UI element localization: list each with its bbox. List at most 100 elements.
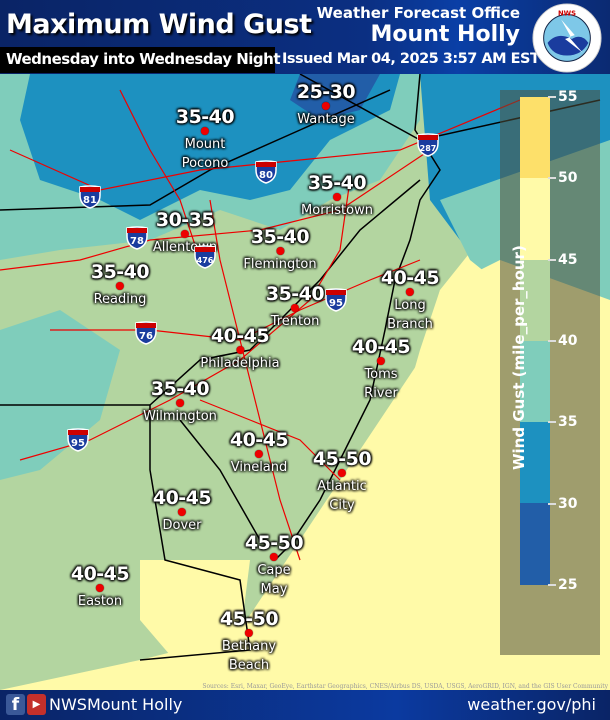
facebook-icon[interactable]: f — [6, 694, 25, 715]
city-forecast: 40-45 Dover — [152, 487, 212, 535]
gust-range: 45-50 — [219, 608, 279, 630]
interstate-number: 80 — [259, 170, 273, 181]
legend-tick: 55 — [548, 90, 577, 104]
gust-range: 40-45 — [229, 429, 289, 451]
legend-title: Wind Gust (mile_per_hour) — [510, 245, 528, 470]
city-name: Reading — [93, 292, 147, 307]
city-marker-icon — [270, 553, 278, 561]
social-handle[interactable]: NWSMount Holly — [49, 695, 183, 714]
office-name: Mount Holly — [370, 22, 520, 47]
city-name: Vineland — [230, 460, 288, 475]
gust-range: 40-45 — [380, 267, 440, 289]
nws-logo-icon: NWS — [532, 3, 602, 73]
interstate-number: 476 — [197, 256, 214, 265]
interstate-shield-icon: 81 — [78, 185, 102, 209]
city-forecast: 45-50 Atlantic City — [312, 448, 372, 515]
city-name: Pocono — [181, 156, 229, 171]
interstate-number: 78 — [130, 236, 144, 247]
map-title: Maximum Wind Gust — [6, 9, 312, 40]
city-name: Cape — [257, 563, 291, 578]
gust-range: 40-45 — [70, 563, 130, 585]
city-name: Easton — [77, 594, 123, 609]
legend-bin-50-55 — [520, 97, 550, 179]
city-name: Branch — [387, 317, 433, 332]
interstate-number: 287 — [420, 144, 437, 153]
legend-tick: 40 — [548, 334, 577, 348]
subtitle-bar — [0, 47, 275, 73]
city-name: Dover — [162, 518, 202, 533]
interstate-shield-icon: 80 — [254, 160, 278, 184]
city-name: Wilmington — [143, 409, 217, 424]
gust-range: 40-45 — [152, 487, 212, 509]
city-marker-icon — [291, 304, 299, 312]
gust-range: 35-40 — [265, 283, 325, 305]
city-name: River — [364, 386, 398, 401]
interstate-shield-icon: 476 — [193, 245, 217, 269]
city-marker-icon — [181, 230, 189, 238]
gust-range: 30-35 — [155, 209, 215, 231]
city-marker-icon — [255, 450, 263, 458]
legend-tick-label: 40 — [558, 332, 578, 349]
legend-tick-label: 30 — [558, 495, 578, 512]
city-marker-icon — [201, 127, 209, 135]
city-marker-icon — [116, 282, 124, 290]
legend-panel — [500, 90, 600, 655]
svg-text:NWS: NWS — [558, 10, 576, 18]
legend-tick: 30 — [548, 497, 577, 511]
website-link[interactable]: weather.gov/phi — [467, 695, 596, 714]
legend-color-bar — [520, 97, 550, 585]
gust-range: 35-40 — [150, 378, 210, 400]
city-marker-icon — [406, 288, 414, 296]
forecast-period: Wednesday into Wednesday Night — [6, 50, 281, 68]
interstate-number: 76 — [139, 331, 153, 342]
gust-range: 45-50 — [312, 448, 372, 470]
city-marker-icon — [332, 193, 341, 201]
city-marker-icon — [276, 247, 284, 255]
city-name: Long — [394, 298, 426, 313]
city-name: Beach — [228, 658, 270, 673]
interstate-shield-icon: 287 — [416, 133, 440, 157]
legend-tick-label: 25 — [558, 576, 578, 593]
city-name: Toms — [364, 367, 398, 382]
legend-bin-25-30 — [520, 503, 550, 585]
legend-tick-label: 55 — [558, 89, 578, 105]
gust-range: 45-50 — [244, 532, 304, 554]
interstate-shield-icon: 78 — [125, 226, 149, 250]
city-name: City — [329, 498, 355, 513]
gust-range: 35-40 — [90, 261, 150, 283]
gust-range: 35-40 — [307, 172, 367, 194]
youtube-icon[interactable]: ▶ — [27, 694, 46, 715]
city-marker-icon — [178, 508, 186, 516]
interstate-shield-icon: 95 — [66, 428, 90, 452]
gust-range: 25-30 — [296, 81, 356, 103]
issued-time: Issued Mar 04, 2025 3:57 AM EST — [282, 51, 540, 67]
city-marker-icon — [96, 584, 104, 592]
city-forecast: 35-40 Trenton — [265, 283, 325, 331]
city-forecast: 35-40 Morristown — [301, 173, 373, 220]
legend-tick: 50 — [548, 171, 577, 185]
city-forecast: 35-40 Reading — [90, 261, 150, 309]
interstate-shield-icon: 76 — [134, 321, 158, 345]
legend-tick-label: 45 — [558, 251, 578, 268]
interstate-number: 95 — [71, 438, 85, 449]
city-forecast: 45-50 Cape May — [244, 532, 304, 599]
city-forecast: 35-40 Wilmington — [143, 379, 217, 426]
city-marker-icon — [235, 346, 244, 354]
city-name: Morristown — [301, 203, 373, 218]
legend-bin-35-40 — [520, 340, 550, 423]
city-name: May — [260, 582, 288, 597]
city-marker-icon — [338, 469, 346, 477]
city-marker-icon — [245, 629, 253, 637]
city-forecast: 25-30 Wantage — [296, 81, 356, 129]
city-marker-icon — [322, 102, 330, 110]
city-forecast: 40-45 Easton — [70, 563, 130, 611]
city-name: Philadelphia — [200, 356, 280, 371]
city-name: Bethany — [221, 639, 277, 654]
legend-tick-label: 35 — [558, 414, 578, 431]
city-forecast: 40-45 Long Branch — [380, 267, 440, 334]
city-forecast: 35-40 Flemington — [243, 227, 316, 274]
city-name: Trenton — [270, 314, 320, 329]
legend-bin-30-35 — [520, 422, 550, 504]
office-label: Weather Forecast Office — [316, 4, 520, 22]
interstate-shield-icon: 95 — [324, 288, 348, 312]
